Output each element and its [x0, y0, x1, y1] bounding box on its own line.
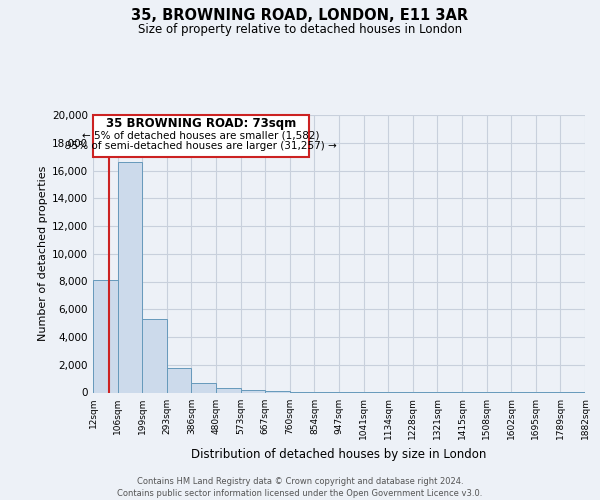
X-axis label: Distribution of detached houses by size in London: Distribution of detached houses by size … [191, 448, 487, 461]
Text: ← 5% of detached houses are smaller (1,582): ← 5% of detached houses are smaller (1,5… [82, 130, 320, 140]
Text: 95% of semi-detached houses are larger (31,257) →: 95% of semi-detached houses are larger (… [65, 141, 337, 151]
Bar [142, 319, 167, 392]
Bar [265, 391, 290, 392]
Text: Contains HM Land Registry data © Crown copyright and database right 2024.
Contai: Contains HM Land Registry data © Crown c… [118, 476, 482, 498]
Text: Size of property relative to detached houses in London: Size of property relative to detached ho… [138, 22, 462, 36]
Text: 35, BROWNING ROAD, LONDON, E11 3AR: 35, BROWNING ROAD, LONDON, E11 3AR [131, 8, 469, 22]
Bar [118, 162, 142, 392]
Text: 35 BROWNING ROAD: 73sqm: 35 BROWNING ROAD: 73sqm [106, 118, 296, 130]
Bar [241, 390, 265, 392]
Y-axis label: Number of detached properties: Number of detached properties [38, 166, 48, 342]
Bar [216, 388, 241, 392]
Bar [167, 368, 191, 392]
Bar [93, 280, 118, 392]
Bar [191, 383, 216, 392]
